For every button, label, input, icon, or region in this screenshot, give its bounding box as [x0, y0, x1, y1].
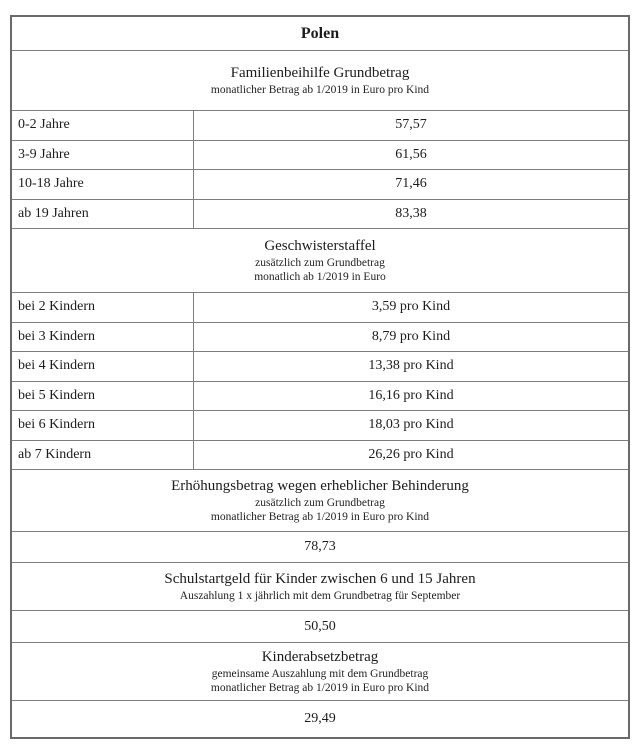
benefits-table: Polen Familienbeihilfe Grundbetrag monatl…: [10, 15, 630, 739]
row-value-full: 78,73: [12, 531, 628, 562]
section-header: Schulstartgeld für Kinder zwischen 6 und…: [12, 562, 628, 610]
row-label: 10-18 Jahre: [12, 170, 194, 199]
row-value: 3,59 pro Kind: [371, 299, 451, 315]
table-row: bei 5 Kindern 16,16 pro Kind: [12, 380, 628, 410]
row-label: bei 2 Kindern: [12, 293, 194, 322]
section-title: Schulstartgeld für Kinder zwischen 6 und…: [164, 571, 476, 587]
section-header: Familienbeihilfe Grundbetrag monatlicher …: [12, 50, 628, 110]
section-title: Erhöhungsbetrag wegen erheblicher Behind…: [171, 478, 469, 494]
section-subtitle: monatlich ab 1/2019 in Euro: [254, 271, 386, 283]
table-row: ab 19 Jahren 83,38: [12, 198, 628, 228]
row-value: 16,16 pro Kind: [368, 387, 454, 403]
row-label: bei 5 Kindern: [12, 381, 194, 410]
section-subtitle: monatlicher Betrag ab 1/2019 in Euro pro…: [210, 511, 430, 523]
section-title: Familienbeihilfe Grundbetrag: [230, 65, 410, 81]
row-value: 71,46: [395, 176, 427, 192]
section-subtitle: zusätzlich zum Grundbetrag: [255, 497, 385, 509]
row-label: bei 6 Kindern: [12, 411, 194, 440]
table-row: bei 6 Kindern 18,03 pro Kind: [12, 410, 628, 440]
row-label: bei 4 Kindern: [12, 352, 194, 381]
row-value: 13,38 pro Kind: [368, 358, 454, 374]
row-label: 0-2 Jahre: [12, 111, 194, 140]
table-row: 3-9 Jahre 61,56: [12, 139, 628, 169]
row-value: 61,56: [395, 146, 427, 162]
section-title: Geschwisterstaffel: [264, 238, 376, 254]
table-row: bei 2 Kindern 3,59 pro Kind: [12, 292, 628, 322]
table-row: bei 4 Kindern 13,38 pro Kind: [12, 351, 628, 381]
row-value: 8,79 pro Kind: [371, 328, 451, 344]
section-subtitle: Auszahlung 1 x jährlich mit dem Grundbet…: [179, 590, 461, 602]
row-value: 57,57: [395, 117, 427, 133]
section-subtitle: monatlicher Betrag ab 1/2019 in Euro pro…: [210, 84, 430, 96]
row-label: ab 19 Jahren: [12, 199, 194, 228]
section-subtitle: gemeinsame Auszahlung mit dem Grundbetra…: [211, 668, 429, 680]
table-title: Polen: [300, 24, 340, 42]
section-subtitle: zusätzlich zum Grundbetrag: [255, 257, 385, 269]
section-header: Kinderabsetzbetrag gemeinsame Auszahlung …: [12, 642, 628, 700]
table-row: 10-18 Jahre 71,46: [12, 169, 628, 199]
row-label: ab 7 Kindern: [12, 440, 194, 469]
section-header: Geschwisterstaffel zusätzlich zum Grundbe…: [12, 228, 628, 292]
section-subtitle: monatlicher Betrag ab 1/2019 in Euro pro…: [210, 682, 430, 694]
row-value: 83,38: [395, 205, 427, 221]
row-value: 26,26 pro Kind: [368, 446, 454, 462]
row-label: bei 3 Kindern: [12, 322, 194, 351]
table-row: bei 3 Kindern 8,79 pro Kind: [12, 321, 628, 351]
table-row: ab 7 Kindern 26,26 pro Kind: [12, 439, 628, 469]
section-title: Kinderabsetzbetrag: [261, 649, 379, 665]
section-header: Erhöhungsbetrag wegen erheblicher Behind…: [12, 469, 628, 531]
row-value-full: 29,49: [12, 700, 628, 737]
row-value-full: 50,50: [12, 610, 628, 642]
row-value: 18,03 pro Kind: [368, 417, 454, 433]
table-row: 0-2 Jahre 57,57: [12, 110, 628, 140]
row-label: 3-9 Jahre: [12, 140, 194, 169]
